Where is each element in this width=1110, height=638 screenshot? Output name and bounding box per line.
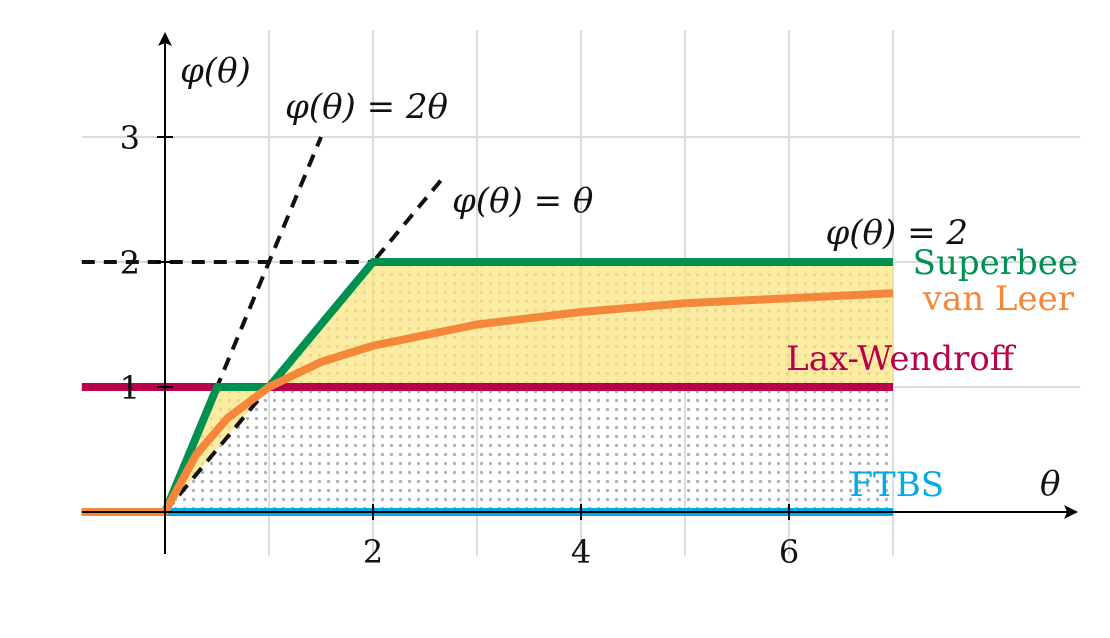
y-tick-label-2: 2 bbox=[120, 244, 140, 282]
series-label-superbee: Superbee bbox=[913, 243, 1078, 283]
x-tick-label-2: 2 bbox=[363, 533, 383, 571]
x-axis-arrow bbox=[1064, 505, 1078, 519]
chart-labels: φ(θ) θ φ(θ) = 2θ φ(θ) = θ φ(θ) = 2Superbeeva… bbox=[180, 51, 1078, 505]
x-axis-label: θ bbox=[1040, 464, 1060, 504]
y-tick-label-1: 1 bbox=[120, 369, 140, 407]
axes bbox=[81, 32, 1078, 554]
series-label-van-leer: van Leer bbox=[922, 279, 1075, 319]
reference-label-1: φ(θ) = 2θ bbox=[285, 87, 448, 127]
series-line-van-leer bbox=[81, 289, 894, 516]
reference-line-2 bbox=[163, 173, 448, 514]
y-axis-arrow bbox=[158, 32, 172, 46]
x-tick-label-4: 4 bbox=[571, 533, 591, 571]
y-axis-label: φ(θ) bbox=[180, 51, 251, 91]
series-label-lax-wendroff: Lax-Wendroff bbox=[786, 339, 1017, 379]
x-tick-label-6: 6 bbox=[779, 533, 799, 571]
y-tick-label-3: 3 bbox=[120, 119, 140, 157]
reference-label-2: φ(θ) = θ bbox=[452, 181, 593, 221]
tick-labels: 2 4 6 1 2 3 bbox=[120, 119, 800, 571]
reference-label-3: φ(θ) = 2 bbox=[825, 213, 968, 253]
series-label-ftbs: FTBS bbox=[849, 465, 944, 505]
